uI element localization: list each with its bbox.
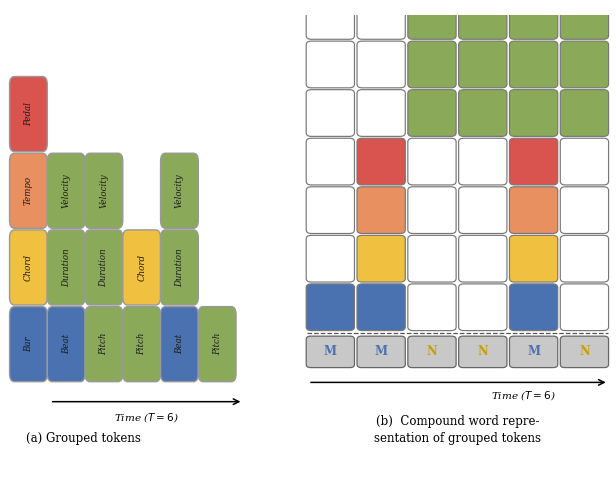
FancyBboxPatch shape	[198, 307, 236, 382]
FancyBboxPatch shape	[357, 90, 405, 136]
Text: (b)  Compound word repre-
sentation of grouped tokens: (b) Compound word repre- sentation of gr…	[374, 415, 541, 445]
Text: N: N	[477, 345, 488, 358]
FancyBboxPatch shape	[561, 41, 609, 88]
Text: Velocity: Velocity	[99, 174, 108, 208]
FancyBboxPatch shape	[123, 230, 161, 305]
FancyBboxPatch shape	[357, 336, 405, 368]
FancyBboxPatch shape	[357, 0, 405, 39]
FancyBboxPatch shape	[509, 90, 557, 136]
FancyBboxPatch shape	[10, 77, 47, 152]
Text: Beat: Beat	[175, 334, 184, 354]
FancyBboxPatch shape	[306, 41, 354, 88]
Text: Duration: Duration	[99, 248, 108, 287]
FancyBboxPatch shape	[408, 41, 456, 88]
FancyBboxPatch shape	[306, 187, 354, 234]
FancyBboxPatch shape	[357, 284, 405, 331]
Text: (a) Grouped tokens: (a) Grouped tokens	[26, 432, 141, 445]
FancyBboxPatch shape	[47, 230, 85, 305]
FancyBboxPatch shape	[408, 187, 456, 234]
Text: Chord: Chord	[137, 254, 146, 281]
FancyBboxPatch shape	[509, 138, 557, 185]
FancyBboxPatch shape	[509, 41, 557, 88]
FancyBboxPatch shape	[561, 138, 609, 185]
FancyBboxPatch shape	[509, 284, 557, 331]
FancyBboxPatch shape	[85, 230, 123, 305]
FancyBboxPatch shape	[561, 336, 609, 368]
FancyBboxPatch shape	[47, 307, 85, 382]
FancyBboxPatch shape	[561, 187, 609, 234]
FancyBboxPatch shape	[408, 138, 456, 185]
Text: N: N	[427, 345, 437, 358]
FancyBboxPatch shape	[161, 307, 198, 382]
FancyBboxPatch shape	[459, 235, 507, 282]
FancyBboxPatch shape	[47, 153, 85, 228]
FancyBboxPatch shape	[357, 187, 405, 234]
FancyBboxPatch shape	[10, 153, 47, 228]
Text: Duration: Duration	[62, 248, 71, 287]
FancyBboxPatch shape	[306, 235, 354, 282]
Text: M: M	[527, 345, 540, 358]
Text: Pitch: Pitch	[213, 333, 222, 355]
FancyBboxPatch shape	[357, 138, 405, 185]
FancyBboxPatch shape	[408, 284, 456, 331]
FancyBboxPatch shape	[561, 235, 609, 282]
FancyBboxPatch shape	[85, 307, 123, 382]
FancyBboxPatch shape	[459, 138, 507, 185]
FancyBboxPatch shape	[408, 90, 456, 136]
FancyBboxPatch shape	[306, 336, 354, 368]
FancyBboxPatch shape	[509, 187, 557, 234]
FancyBboxPatch shape	[357, 235, 405, 282]
FancyBboxPatch shape	[357, 41, 405, 88]
FancyBboxPatch shape	[459, 187, 507, 234]
FancyBboxPatch shape	[306, 138, 354, 185]
Text: N: N	[579, 345, 590, 358]
Text: Velocity: Velocity	[62, 174, 71, 208]
FancyBboxPatch shape	[85, 153, 123, 228]
FancyBboxPatch shape	[408, 0, 456, 39]
FancyBboxPatch shape	[561, 90, 609, 136]
Text: Velocity: Velocity	[175, 174, 184, 208]
FancyBboxPatch shape	[123, 307, 161, 382]
Text: Tempo: Tempo	[24, 176, 33, 205]
FancyBboxPatch shape	[459, 90, 507, 136]
FancyBboxPatch shape	[459, 284, 507, 331]
FancyBboxPatch shape	[561, 0, 609, 39]
FancyBboxPatch shape	[509, 336, 557, 368]
FancyBboxPatch shape	[306, 90, 354, 136]
Text: Pedal: Pedal	[24, 102, 33, 126]
FancyBboxPatch shape	[161, 153, 198, 228]
FancyBboxPatch shape	[306, 284, 354, 331]
Text: Time ($T = 6$): Time ($T = 6$)	[114, 411, 179, 424]
FancyBboxPatch shape	[459, 336, 507, 368]
FancyBboxPatch shape	[509, 235, 557, 282]
FancyBboxPatch shape	[509, 0, 557, 39]
FancyBboxPatch shape	[408, 235, 456, 282]
Text: M: M	[375, 345, 387, 358]
Text: Pitch: Pitch	[137, 333, 146, 355]
FancyBboxPatch shape	[10, 307, 47, 382]
FancyBboxPatch shape	[459, 41, 507, 88]
Text: Beat: Beat	[62, 334, 71, 354]
FancyBboxPatch shape	[561, 284, 609, 331]
FancyBboxPatch shape	[10, 230, 47, 305]
Text: Duration: Duration	[175, 248, 184, 287]
Text: M: M	[324, 345, 337, 358]
Text: Pitch: Pitch	[99, 333, 108, 355]
FancyBboxPatch shape	[459, 0, 507, 39]
Text: Chord: Chord	[24, 254, 33, 281]
FancyBboxPatch shape	[408, 336, 456, 368]
Text: Time ($T = 6$): Time ($T = 6$)	[491, 389, 556, 402]
FancyBboxPatch shape	[306, 0, 354, 39]
FancyBboxPatch shape	[161, 230, 198, 305]
Text: Bar: Bar	[24, 337, 33, 352]
